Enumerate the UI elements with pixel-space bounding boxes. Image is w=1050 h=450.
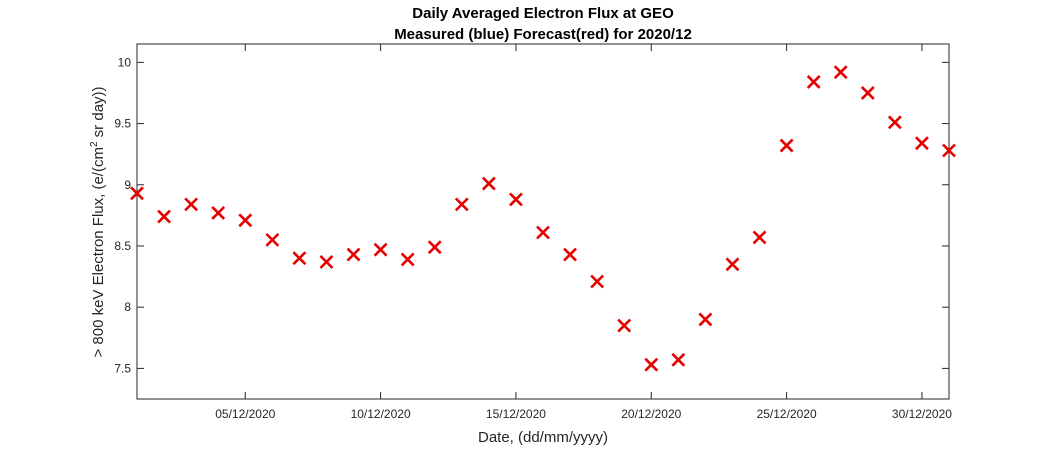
data-series	[130, 65, 956, 372]
data-point-x-marker	[942, 143, 956, 158]
y-tick-label: 9.5	[114, 117, 131, 131]
data-point-x-marker	[671, 352, 686, 367]
y-axis-label-main: > 800 keV Electron Flux, (e/(cm	[90, 147, 107, 358]
x-tick-label: 15/12/2020	[486, 407, 546, 421]
data-point-x-marker	[860, 86, 875, 100]
y-axis-label: > 800 keV Electron Flux, (e/(cm2 sr day)…	[89, 86, 107, 357]
data-point-x-marker	[130, 186, 144, 201]
data-point-x-marker	[292, 251, 307, 266]
x-axis: 05/12/2020 10/12/2020 15/12/2020 20/12/2020…	[215, 44, 952, 421]
data-point-x-marker	[346, 247, 361, 262]
data-point-x-marker	[833, 65, 848, 80]
chart-subtitle: Measured (blue) Forecast(red) for 2020/1…	[394, 26, 692, 43]
data-point-x-marker	[617, 318, 632, 333]
x-axis-label: Date, (dd/mm/yyyy)	[478, 429, 608, 446]
data-point-x-marker	[211, 206, 226, 220]
data-point-x-marker	[779, 138, 794, 153]
data-point-x-marker	[752, 230, 767, 245]
data-point-x-marker	[806, 75, 821, 89]
y-tick-label: 8	[124, 300, 131, 314]
x-tick-label: 20/12/2020	[621, 407, 681, 421]
y-axis-label-superscript: 2	[89, 141, 100, 147]
data-point-x-marker	[427, 240, 442, 255]
x-tick-label: 10/12/2020	[351, 407, 411, 421]
data-point-x-marker	[319, 254, 334, 269]
x-tick-label: 30/12/2020	[892, 407, 952, 421]
y-tick-label: 8.5	[114, 239, 131, 253]
y-axis-label-tail: sr day))	[90, 86, 107, 141]
x-tick-label: 05/12/2020	[215, 407, 275, 421]
data-point-x-marker	[725, 257, 740, 272]
data-point-x-marker	[536, 225, 550, 240]
data-point-x-marker	[590, 274, 605, 289]
data-point-x-marker	[887, 115, 902, 130]
y-axis: 7.5 8 8.5 9 9.5 10	[114, 55, 949, 375]
chart-title: Daily Averaged Electron Flux at GEO	[412, 5, 674, 22]
data-point-x-marker	[698, 312, 713, 327]
y-tick-label: 9	[124, 178, 131, 192]
data-point-x-marker	[400, 252, 415, 267]
data-point-x-marker	[373, 242, 388, 257]
data-point-x-marker	[644, 357, 659, 372]
data-point-x-marker	[238, 213, 253, 228]
data-point-x-marker	[265, 232, 280, 247]
data-point-x-marker	[915, 136, 929, 151]
data-point-x-marker	[454, 197, 469, 212]
data-point-x-marker	[509, 192, 523, 207]
plot-area-frame	[136, 43, 950, 400]
y-tick-label: 7.5	[114, 361, 131, 375]
x-tick-label: 25/12/2020	[757, 407, 817, 421]
data-point-x-marker	[184, 197, 199, 212]
data-point-x-marker	[157, 209, 171, 224]
data-point-x-marker	[563, 247, 577, 262]
data-point-x-marker	[481, 176, 496, 191]
y-tick-label: 10	[118, 55, 132, 69]
